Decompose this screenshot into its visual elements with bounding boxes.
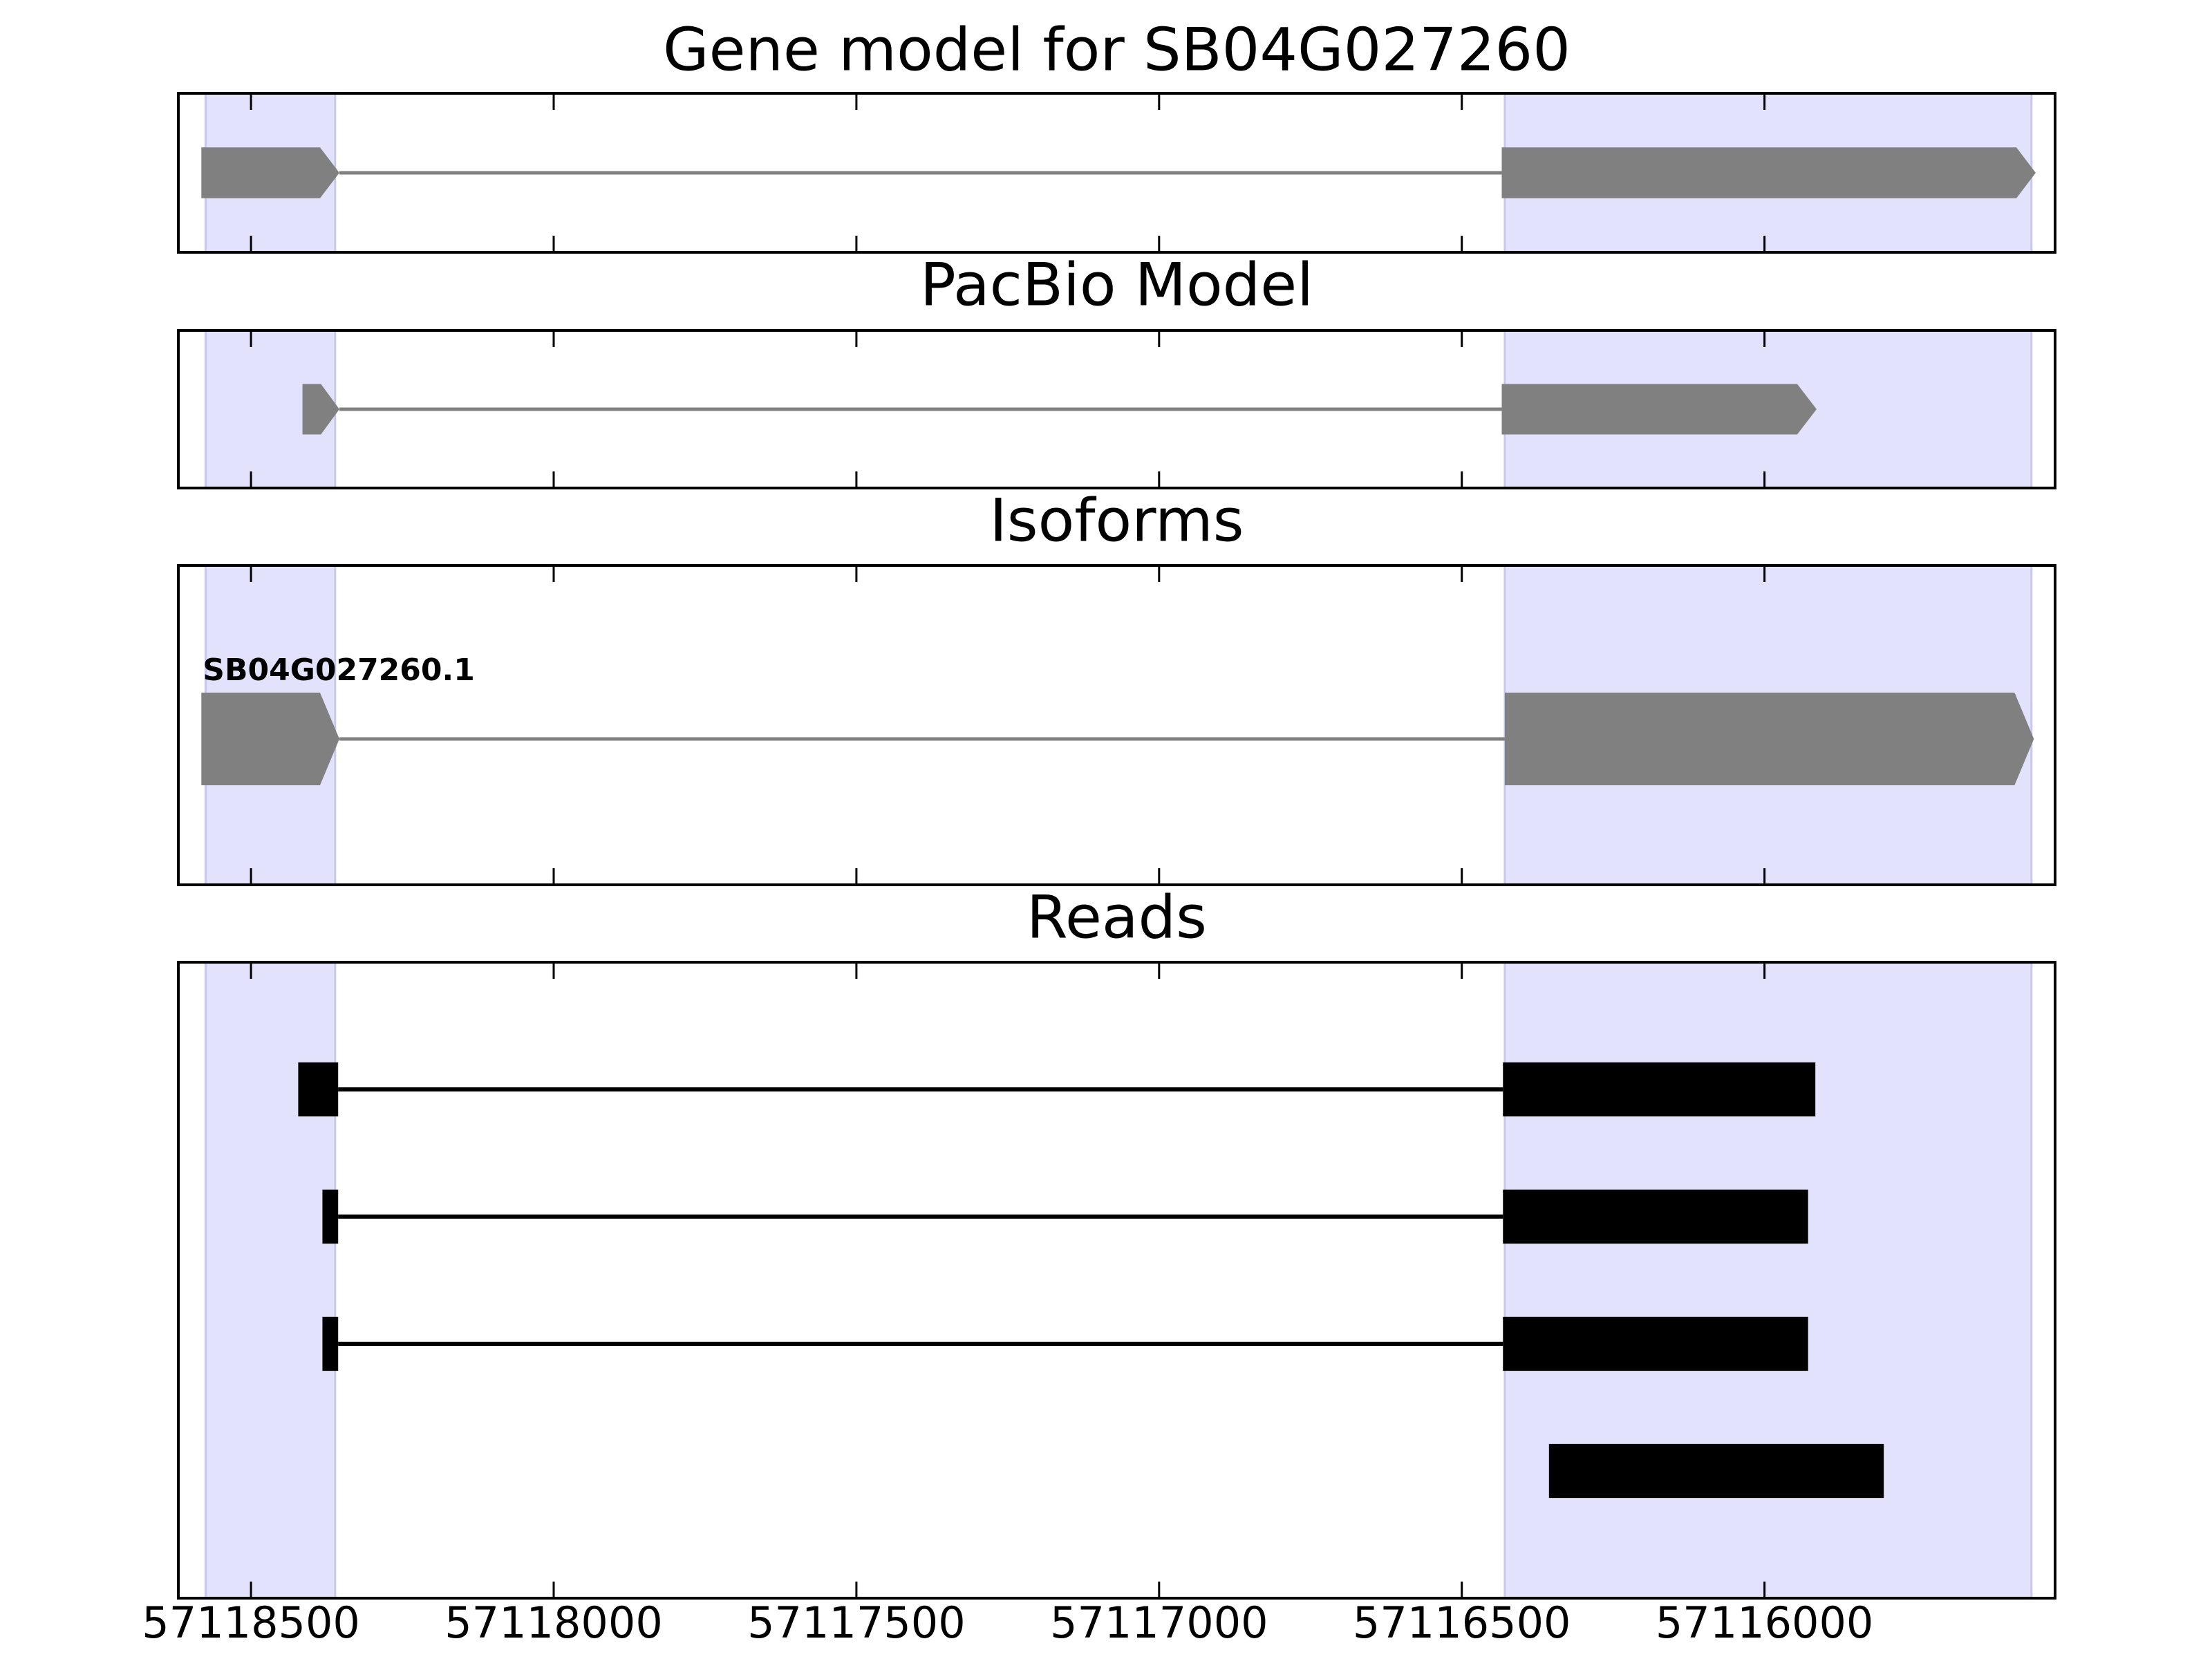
x-tick-label: 57117500 [747,1597,966,1648]
exon [302,384,339,435]
track-label: SB04G027260.1 [203,653,475,688]
exon [298,1062,339,1117]
x-tick-label: 57116000 [1656,1597,1874,1648]
exon [322,1189,339,1244]
panel-frame [177,961,2056,1600]
panel-frame [177,92,2056,254]
panel-title: Reads [1027,883,1207,952]
exon [1548,1443,1884,1499]
panel-title: Gene model for SB04G027260 [663,15,1571,84]
exon [1501,147,2036,198]
x-tick-label: 57118000 [444,1597,663,1648]
exon [322,1316,339,1371]
panel-title: Isoforms [989,486,1244,555]
highlight-region [1503,961,2033,1600]
exon [201,693,339,785]
exon [1503,1316,1808,1371]
exon [201,147,339,198]
panel-frame [177,329,2056,489]
exon [1503,1189,1808,1244]
exon [1503,1062,1816,1117]
panel-frame [177,564,2056,886]
x-tick-label: 57117000 [1050,1597,1268,1648]
panel-title: PacBio Model [920,250,1313,319]
highlight-region [204,961,337,1600]
x-tick-label: 57116500 [1353,1597,1571,1648]
exon [1504,693,2034,785]
x-tick-label: 57118500 [142,1597,360,1648]
exon [1501,384,1817,435]
